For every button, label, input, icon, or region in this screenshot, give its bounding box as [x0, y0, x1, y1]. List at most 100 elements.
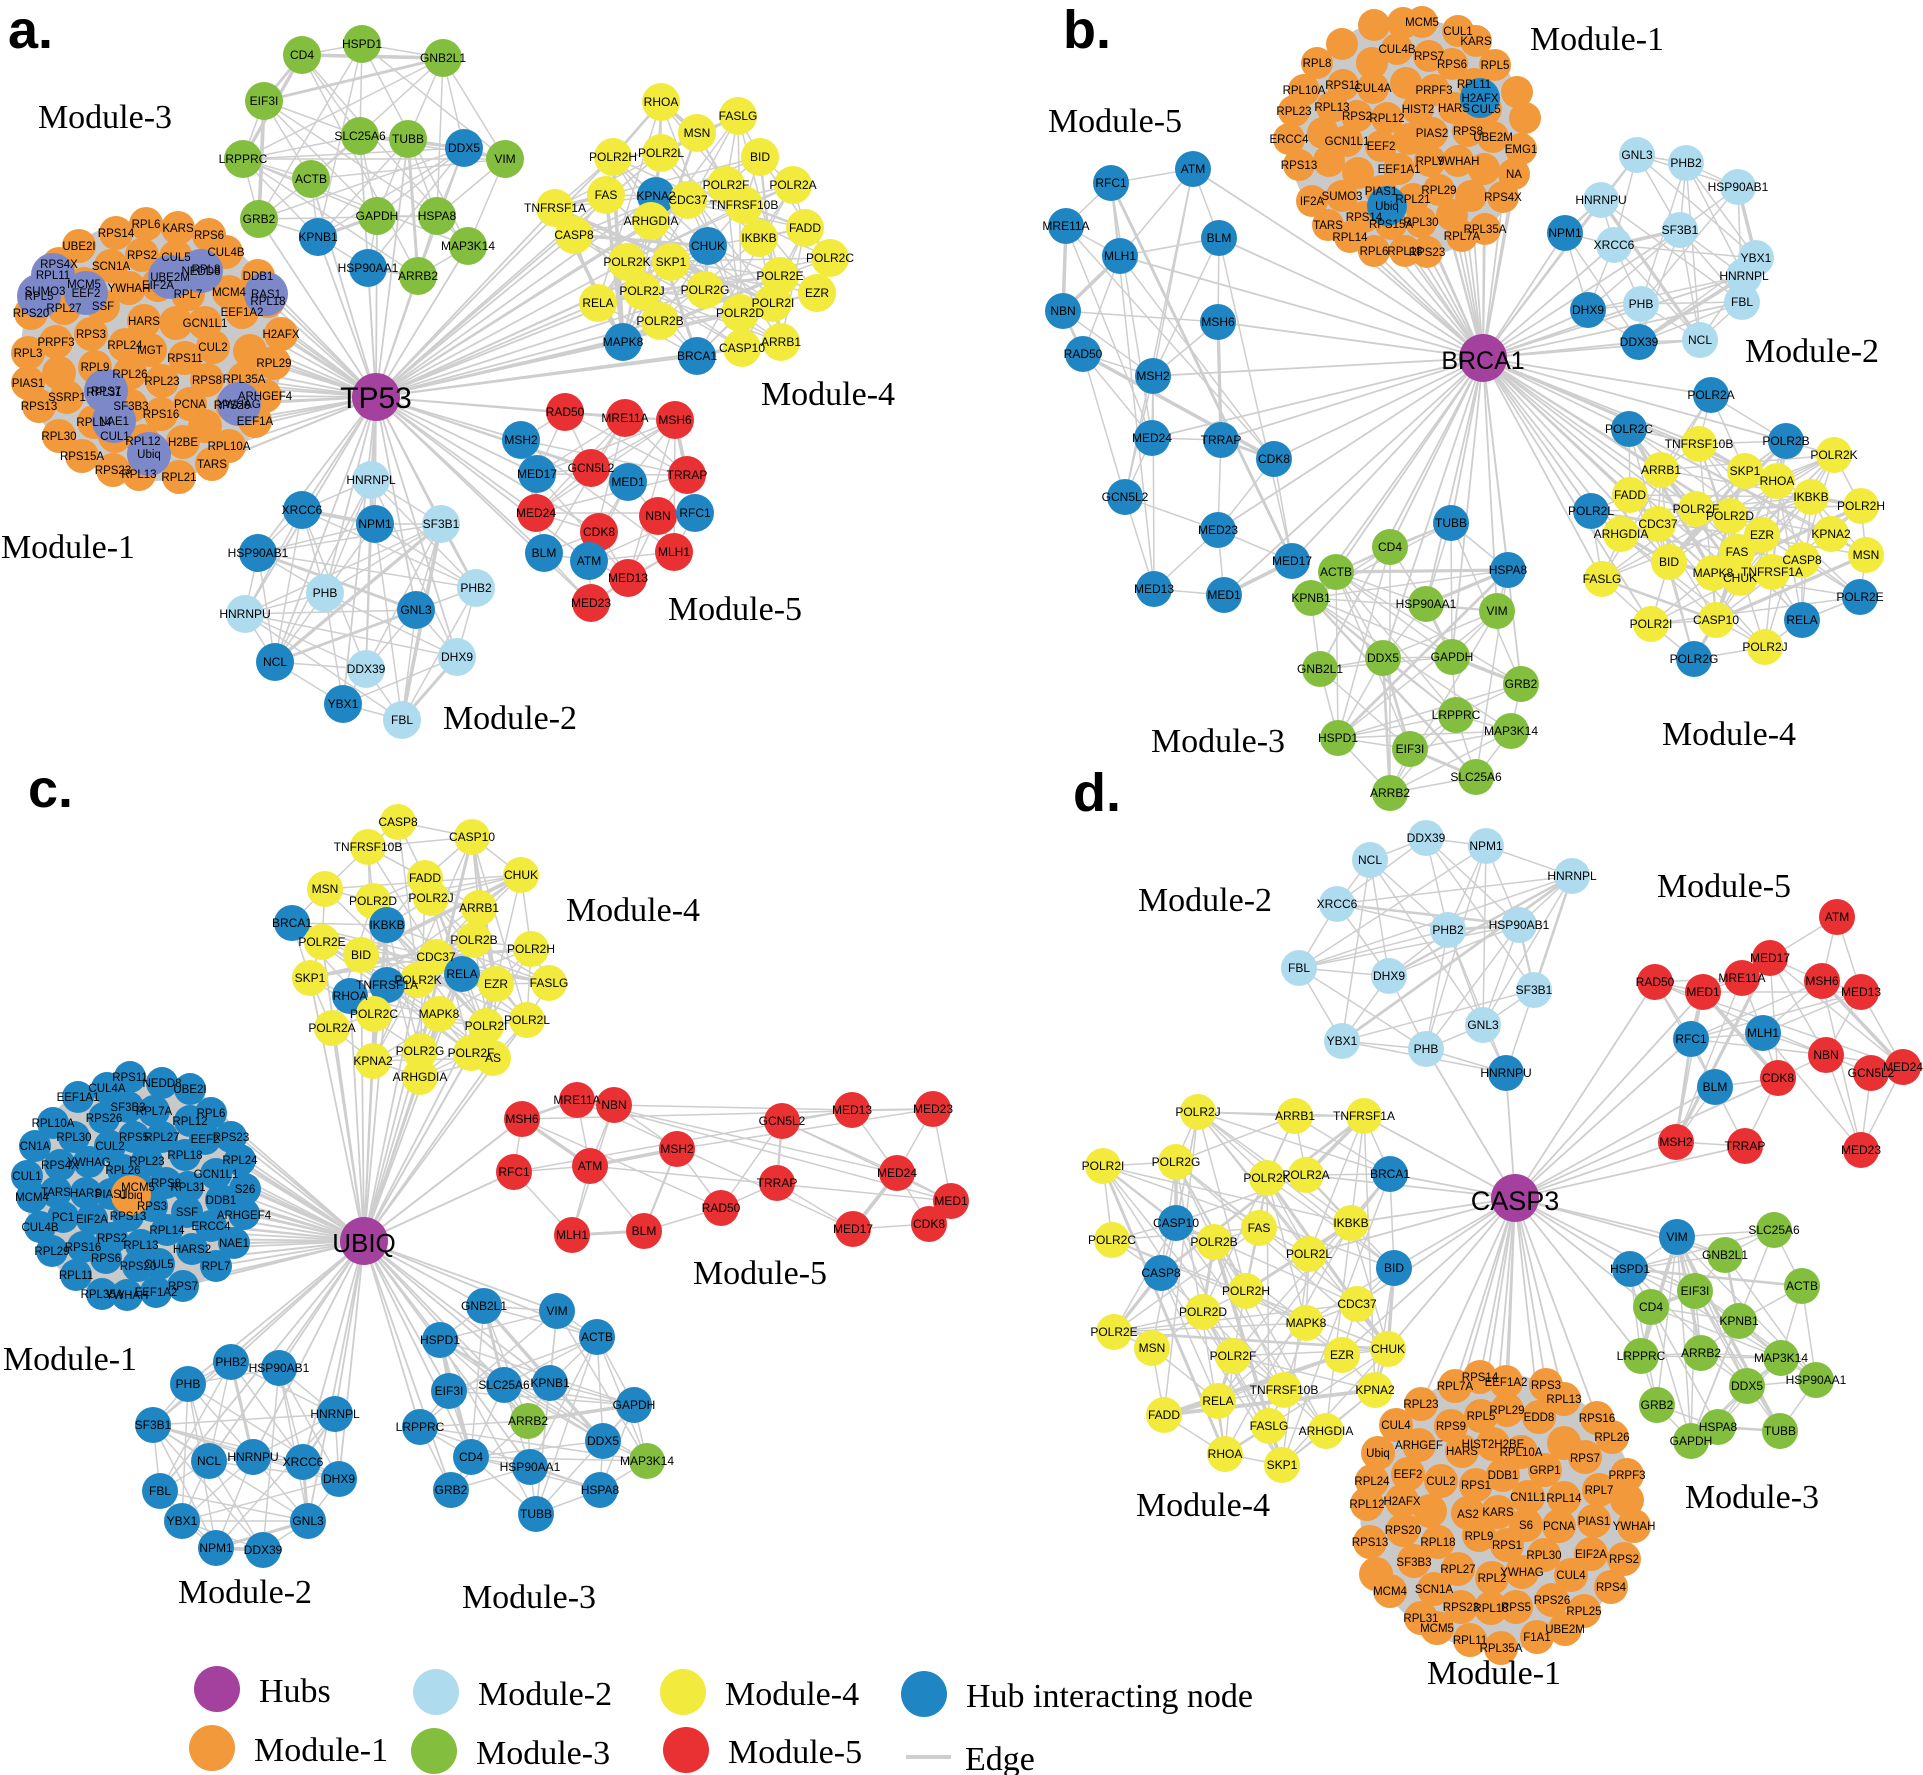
svg-text:NPM1: NPM1	[199, 1541, 233, 1555]
svg-text:GNB2L1: GNB2L1	[461, 1299, 507, 1313]
svg-text:HNRNPL: HNRNPL	[310, 1407, 360, 1421]
svg-text:MCM5: MCM5	[121, 1182, 155, 1194]
svg-text:POLR2F: POLR2F	[1210, 1349, 1257, 1363]
svg-text:Ubiq: Ubiq	[137, 449, 161, 461]
svg-text:RPS8: RPS8	[192, 375, 222, 387]
svg-text:NCL: NCL	[263, 655, 287, 669]
svg-text:RPS26: RPS26	[1534, 1595, 1570, 1607]
svg-text:RPS23: RPS23	[213, 1132, 249, 1144]
svg-text:CUL4B: CUL4B	[21, 1222, 58, 1234]
svg-text:PHB2: PHB2	[1670, 156, 1702, 170]
svg-text:BRCA1: BRCA1	[272, 916, 312, 930]
svg-text:VIM: VIM	[494, 152, 515, 166]
svg-text:Module-3: Module-3	[1685, 1479, 1819, 1516]
svg-text:TNFRSF10B: TNFRSF10B	[334, 840, 403, 854]
svg-text:POLR2A: POLR2A	[769, 178, 816, 192]
svg-text:RELA: RELA	[1202, 1394, 1233, 1408]
svg-text:RPS8: RPS8	[1453, 126, 1483, 138]
svg-text:RPL24: RPL24	[107, 340, 143, 352]
svg-text:ARRB2: ARRB2	[1370, 786, 1410, 800]
svg-text:NPM1: NPM1	[1548, 226, 1582, 240]
svg-text:FAS: FAS	[1726, 545, 1749, 559]
svg-text:RPS11: RPS11	[1325, 80, 1361, 92]
svg-text:F1A1: F1A1	[1523, 1632, 1551, 1644]
svg-text:NEDD8: NEDD8	[143, 1078, 182, 1090]
svg-text:RPL6: RPL6	[132, 219, 161, 231]
svg-text:TUBB: TUBB	[520, 1507, 552, 1521]
svg-text:PCNA: PCNA	[1543, 1521, 1575, 1533]
svg-text:NA: NA	[1506, 169, 1522, 181]
svg-text:SF3B3: SF3B3	[110, 1102, 145, 1114]
svg-text:DDB1: DDB1	[206, 1195, 237, 1207]
svg-text:RPL12: RPL12	[1349, 1499, 1384, 1511]
svg-text:DHX9: DHX9	[1373, 969, 1405, 983]
svg-text:Module-4: Module-4	[566, 892, 700, 929]
svg-text:MSN: MSN	[1139, 1341, 1166, 1355]
svg-text:MED23: MED23	[1841, 1143, 1881, 1157]
svg-text:POLR2F: POLR2F	[448, 1046, 495, 1060]
svg-text:MED13: MED13	[608, 571, 648, 585]
svg-text:ACTB: ACTB	[1786, 1279, 1818, 1293]
svg-text:TARS: TARS	[1313, 220, 1343, 232]
svg-text:HARS: HARS	[70, 1188, 102, 1200]
svg-text:EEF2: EEF2	[1367, 141, 1396, 153]
svg-text:CUL1: CUL1	[12, 1171, 41, 1183]
svg-text:EEF2: EEF2	[72, 288, 101, 300]
svg-text:RPS7: RPS7	[1570, 1453, 1600, 1465]
svg-text:HIST2: HIST2	[1402, 104, 1435, 116]
svg-text:XRCC6: XRCC6	[1317, 897, 1358, 911]
svg-text:HSP90AB1: HSP90AB1	[228, 546, 289, 560]
svg-text:RPS3: RPS3	[137, 1201, 167, 1213]
svg-text:MSH6: MSH6	[658, 413, 692, 427]
svg-text:YWHAH: YWHAH	[1613, 1521, 1656, 1533]
svg-text:YWHAG: YWHAG	[67, 1157, 111, 1169]
svg-text:HNRNPL: HNRNPL	[1547, 869, 1597, 883]
svg-text:PHB2: PHB2	[460, 581, 492, 595]
svg-text:MCM5: MCM5	[67, 279, 101, 291]
svg-text:YWHAH: YWHAH	[1437, 156, 1480, 168]
svg-text:NAE1: NAE1	[219, 1238, 249, 1250]
svg-text:SLC25A6: SLC25A6	[1748, 1223, 1800, 1237]
svg-text:TNFRSF1A: TNFRSF1A	[524, 201, 586, 215]
svg-text:RPL13: RPL13	[121, 469, 156, 481]
svg-text:MED17: MED17	[833, 1222, 873, 1236]
svg-text:DHX9: DHX9	[441, 650, 473, 664]
svg-text:RPL27: RPL27	[144, 1132, 179, 1144]
svg-text:RPL21: RPL21	[1395, 194, 1430, 206]
svg-text:Module-4: Module-4	[1662, 716, 1796, 753]
svg-text:PHB2: PHB2	[1432, 923, 1464, 937]
svg-text:CDK8: CDK8	[913, 1217, 945, 1231]
svg-text:GCN1L1: GCN1L1	[1325, 136, 1370, 148]
svg-text:DHX9: DHX9	[1572, 303, 1604, 317]
svg-text:PC1: PC1	[52, 1212, 74, 1224]
svg-text:HSP90AB1: HSP90AB1	[249, 1361, 310, 1375]
svg-text:PHB: PHB	[1629, 297, 1654, 311]
svg-text:MED23: MED23	[913, 1102, 953, 1116]
svg-text:MAPK8: MAPK8	[1286, 1316, 1327, 1330]
svg-text:POLR2E: POLR2E	[1836, 590, 1883, 604]
svg-text:YBX1: YBX1	[1741, 251, 1772, 265]
svg-text:HSP90AA1: HSP90AA1	[1786, 1373, 1847, 1387]
svg-text:POLR2H: POLR2H	[1837, 499, 1885, 513]
svg-text:POLR2K: POLR2K	[394, 973, 441, 987]
svg-text:Module-3: Module-3	[38, 99, 172, 136]
svg-text:TNFRSF1A: TNFRSF1A	[1333, 1109, 1395, 1123]
svg-text:KPNA2: KPNA2	[1811, 527, 1851, 541]
svg-text:POLR2K: POLR2K	[603, 255, 650, 269]
svg-text:POLR2J: POLR2J	[1175, 1105, 1220, 1119]
svg-text:RPL31: RPL31	[170, 1182, 205, 1194]
svg-text:CASP10: CASP10	[719, 341, 765, 355]
svg-text:ARHGEF4: ARHGEF4	[217, 1210, 272, 1222]
svg-text:UBIQ: UBIQ	[332, 1228, 396, 1258]
svg-text:Ubiq: Ubiq	[119, 1190, 143, 1202]
svg-text:RPL10A: RPL10A	[32, 1118, 75, 1130]
svg-text:RPL7: RPL7	[1585, 1485, 1614, 1497]
svg-text:RPL29: RPL29	[256, 358, 291, 370]
svg-text:YBX1: YBX1	[328, 697, 359, 711]
svg-text:NPM1: NPM1	[358, 517, 392, 531]
svg-text:RPL26: RPL26	[1594, 1432, 1629, 1444]
svg-text:RPS16: RPS16	[1579, 1413, 1615, 1425]
svg-text:POLR2H: POLR2H	[589, 150, 637, 164]
svg-text:H2BE: H2BE	[168, 437, 198, 449]
svg-text:PIAS1: PIAS1	[1365, 186, 1398, 198]
